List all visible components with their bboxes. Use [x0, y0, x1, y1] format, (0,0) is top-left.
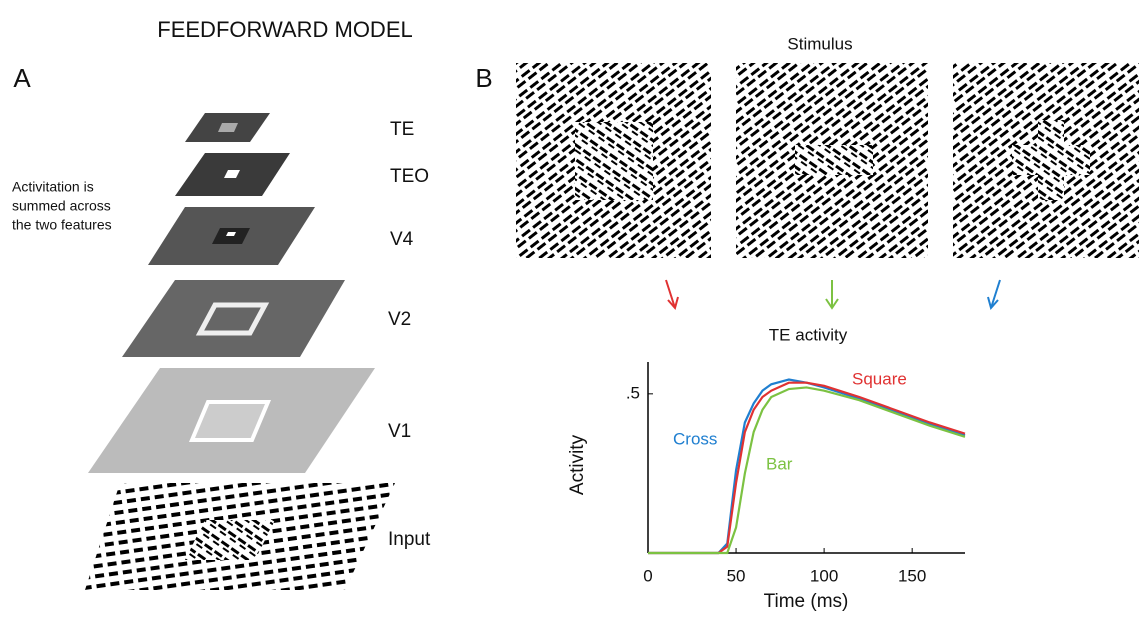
- layers: [85, 113, 395, 590]
- panel-label: A: [13, 63, 31, 93]
- chart-title: TE activity: [769, 325, 848, 344]
- note: summed across: [12, 198, 111, 214]
- layer-activity: [185, 520, 275, 560]
- series-label: Bar: [766, 454, 793, 473]
- stimulus-title: Stimulus: [787, 34, 852, 53]
- figure-title: FEEDFORWARD MODEL: [157, 17, 412, 42]
- arrow: [987, 279, 1001, 311]
- layer-label: TEO: [390, 166, 429, 187]
- note: Activitation is: [12, 179, 94, 195]
- stimulus-figure: [795, 145, 873, 175]
- arrows: [665, 279, 1001, 311]
- layer-activity: [188, 400, 272, 442]
- layer-activity: [218, 123, 238, 132]
- series-label: Cross: [673, 429, 717, 448]
- x-tick-label: 0: [643, 566, 652, 585]
- series-line: [648, 381, 966, 555]
- layer-activity: [195, 302, 270, 336]
- layer: [122, 280, 345, 357]
- x-tick-label: 150: [898, 566, 926, 585]
- stimulus-figure: [1038, 120, 1064, 200]
- series-label: Square: [852, 369, 907, 388]
- series-line: [648, 378, 966, 555]
- x-tick-label: 100: [810, 566, 838, 585]
- note: the two features: [12, 217, 112, 233]
- panel-label: B: [475, 63, 492, 93]
- layer-label: TE: [390, 119, 414, 140]
- arrow: [665, 279, 679, 311]
- stimulus-figure: [575, 122, 653, 200]
- arrow: [825, 280, 839, 310]
- y-axis-label: Activity: [567, 434, 588, 495]
- layer-label: V1: [388, 421, 411, 442]
- y-tick-label: .5: [626, 383, 640, 402]
- layer-label: Input: [388, 529, 431, 550]
- layer-activity: [226, 232, 236, 236]
- layer-activity: [224, 170, 240, 178]
- series-line: [648, 386, 966, 555]
- chart: TE activity 0 50 100 150 .5 Time (ms) Activity C…: [567, 325, 966, 612]
- layer-label: V2: [388, 309, 411, 330]
- x-axis-label: Time (ms): [764, 591, 849, 612]
- x-tick-label: 50: [727, 566, 746, 585]
- stimuli: [516, 63, 1139, 258]
- layer-label: V4: [390, 229, 414, 250]
